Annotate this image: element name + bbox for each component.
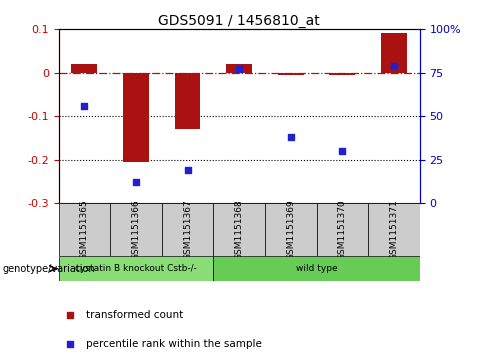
Point <box>132 179 140 185</box>
Text: GSM1151365: GSM1151365 <box>80 199 89 260</box>
Text: GSM1151370: GSM1151370 <box>338 199 347 260</box>
Bar <box>110 203 162 256</box>
Text: cystatin B knockout Cstb-/-: cystatin B knockout Cstb-/- <box>75 264 197 273</box>
Bar <box>71 64 97 73</box>
Point <box>390 63 398 69</box>
Text: GSM1151367: GSM1151367 <box>183 199 192 260</box>
Bar <box>123 73 149 162</box>
Point <box>183 167 191 173</box>
Bar <box>265 203 317 256</box>
Title: GDS5091 / 1456810_at: GDS5091 / 1456810_at <box>158 14 320 28</box>
Point <box>338 148 346 154</box>
Bar <box>59 256 213 281</box>
Text: GSM1151366: GSM1151366 <box>131 199 141 260</box>
Text: GSM1151371: GSM1151371 <box>389 199 398 260</box>
Point <box>81 103 88 109</box>
Text: percentile rank within the sample: percentile rank within the sample <box>86 339 262 349</box>
Point <box>287 134 295 140</box>
Point <box>235 66 243 72</box>
Text: GSM1151368: GSM1151368 <box>235 199 244 260</box>
Bar <box>381 33 407 73</box>
Bar <box>162 203 213 256</box>
Point <box>66 341 74 347</box>
Bar <box>175 73 201 129</box>
Text: wild type: wild type <box>296 264 337 273</box>
Point <box>66 312 74 318</box>
Bar <box>213 256 420 281</box>
Text: transformed count: transformed count <box>86 310 183 320</box>
Bar <box>226 64 252 73</box>
Bar <box>317 203 368 256</box>
Bar <box>368 203 420 256</box>
Bar <box>59 203 110 256</box>
Bar <box>213 203 265 256</box>
Bar <box>329 73 355 75</box>
Text: GSM1151369: GSM1151369 <box>286 199 295 260</box>
Bar <box>278 73 304 75</box>
Text: genotype/variation: genotype/variation <box>2 264 95 274</box>
